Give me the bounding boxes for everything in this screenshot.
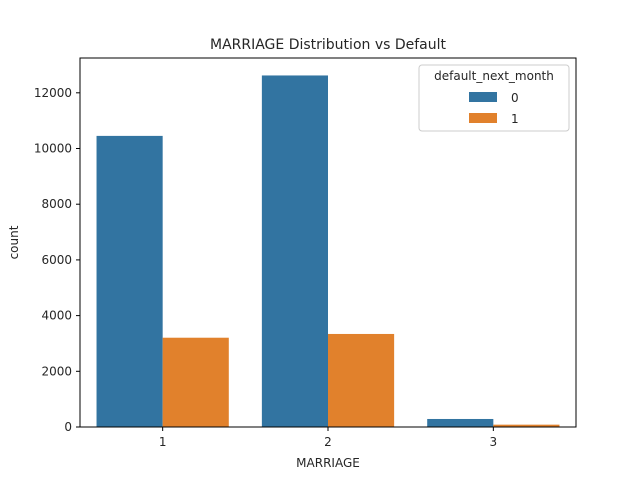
y-axis-label: count — [7, 225, 21, 259]
bars-group — [96, 75, 560, 428]
bar-2-series-1 — [328, 333, 395, 427]
x-axis-label: MARRIAGE — [296, 456, 360, 470]
y-tick-label: 12000 — [34, 86, 72, 100]
bar-2-series-0 — [261, 75, 328, 427]
legend: default_next_month 0 1 — [418, 64, 570, 132]
bar-1-series-0 — [96, 135, 163, 428]
legend-label-0: 0 — [511, 91, 519, 105]
x-tick-label: 2 — [324, 435, 332, 449]
legend-title: default_next_month — [434, 69, 554, 83]
bar-3-series-1 — [493, 424, 560, 427]
y-axis: 0 2000 4000 6000 8000 10000 12000 — [34, 86, 80, 434]
y-tick-label: 10000 — [34, 142, 72, 156]
legend-swatch-1 — [469, 113, 497, 123]
y-tick-label: 8000 — [41, 197, 72, 211]
x-tick-label: 3 — [490, 435, 498, 449]
legend-swatch-0 — [469, 92, 497, 102]
x-tick-label: 1 — [159, 435, 167, 449]
bar-1-series-1 — [162, 337, 229, 427]
y-tick-label: 2000 — [41, 364, 72, 378]
legend-label-1: 1 — [511, 112, 519, 126]
x-axis: 1 2 3 — [159, 427, 497, 449]
chart-title: MARRIAGE Distribution vs Default — [210, 37, 447, 53]
plot-frame — [79, 57, 577, 428]
bar-3-series-0 — [427, 418, 494, 427]
y-tick-label: 0 — [64, 420, 72, 434]
y-tick-label: 6000 — [41, 253, 72, 267]
y-tick-label: 4000 — [41, 309, 72, 323]
